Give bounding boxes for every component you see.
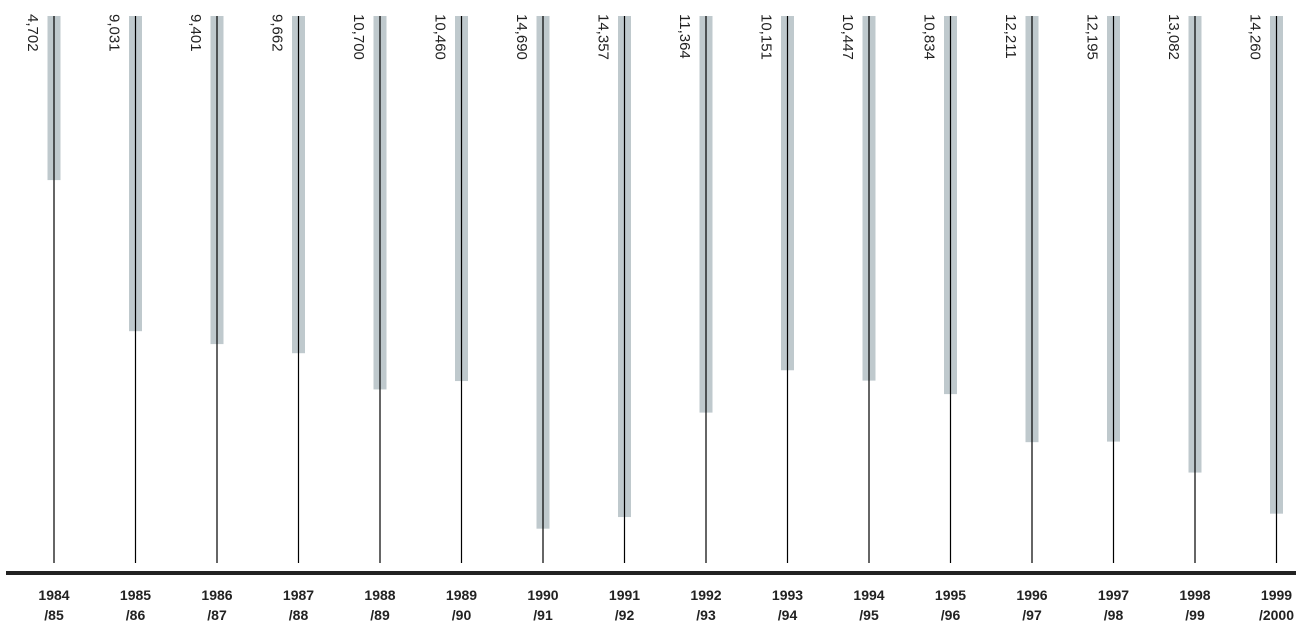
data-label: 14,690 <box>513 14 530 60</box>
data-label: 12,211 <box>1002 14 1019 59</box>
data-label: 14,357 <box>595 14 612 60</box>
data-label: 10,834 <box>921 14 938 60</box>
x-tick-label-suffix: /99 <box>1185 607 1205 623</box>
x-tick-label: 1988 <box>364 587 395 603</box>
x-tick-label-suffix: /90 <box>452 607 472 623</box>
x-tick-label-suffix: /96 <box>941 607 961 623</box>
x-tick-label: 1985 <box>120 587 151 603</box>
x-tick-label-suffix: /95 <box>859 607 879 623</box>
x-tick-label-suffix: /87 <box>207 607 227 623</box>
x-tick-label: 1996 <box>1016 587 1047 603</box>
data-label: 10,447 <box>839 14 856 60</box>
x-tick-label-suffix: /98 <box>1104 607 1124 623</box>
data-label: 10,460 <box>432 14 449 60</box>
guide-lines-layer <box>53 16 1278 563</box>
x-tick-label: 1997 <box>1098 587 1129 603</box>
data-label: 14,260 <box>1247 14 1264 60</box>
x-tick-label-suffix: /89 <box>370 607 390 623</box>
x-tick-label: 1984 <box>38 587 69 603</box>
x-tick-label-suffix: /92 <box>615 607 635 623</box>
x-tick-label: 1991 <box>609 587 640 603</box>
x-tick-label: 1995 <box>935 587 966 603</box>
x-tick-label: 1990 <box>527 587 558 603</box>
data-label: 10,151 <box>758 14 775 60</box>
x-tick-label: 1989 <box>446 587 477 603</box>
x-tick-label-suffix: /85 <box>44 607 64 623</box>
x-tick-label-suffix: /2000 <box>1259 607 1294 623</box>
x-tick-label: 1986 <box>201 587 232 603</box>
x-tick-label: 1998 <box>1179 587 1210 603</box>
x-tick-label-suffix: /88 <box>289 607 309 623</box>
data-label: 9,031 <box>106 14 123 52</box>
data-label: 13,082 <box>1165 14 1182 60</box>
x-tick-label-suffix: /86 <box>126 607 146 623</box>
data-label: 10,700 <box>350 14 367 60</box>
x-tick-label-suffix: /97 <box>1022 607 1042 623</box>
x-tick-label-suffix: /94 <box>778 607 798 623</box>
x-tick-label: 1993 <box>772 587 803 603</box>
data-label: 4,702 <box>24 14 41 52</box>
x-tick-label: 1994 <box>853 587 884 603</box>
data-label: 9,401 <box>187 14 204 52</box>
data-label: 12,195 <box>1084 14 1101 60</box>
year-labels-layer: 1984/85 1985/86 1986/87 1987/88 1988/89 1989 /… <box>38 587 1294 623</box>
bars-layer <box>47 16 1283 529</box>
x-tick-label: 1987 <box>283 587 314 603</box>
data-label: 11,364 <box>676 14 693 59</box>
value-labels-layer: 4,702 9,031 9,401 9,662 10,700 10,460 14,690 14… <box>24 14 1264 60</box>
x-tick-label: 1992 <box>690 587 721 603</box>
x-tick-label-suffix: /93 <box>696 607 716 623</box>
x-tick-label-suffix: /91 <box>533 607 553 623</box>
data-label: 9,662 <box>269 14 286 52</box>
x-tick-label: 1999 <box>1261 587 1292 603</box>
